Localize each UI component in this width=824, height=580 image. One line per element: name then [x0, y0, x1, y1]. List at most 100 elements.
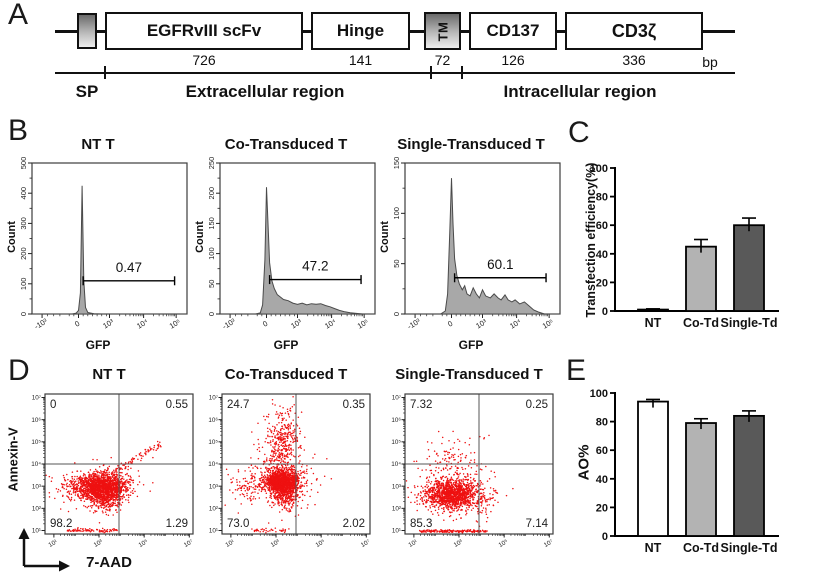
histogram-nt-xlabel: GFP [85, 338, 111, 352]
svg-text:98.2: 98.2 [50, 518, 72, 530]
svg-text:150: 150 [392, 157, 401, 170]
svg-text:10⁶: 10⁶ [31, 417, 41, 424]
svg-text:300: 300 [19, 217, 28, 230]
scatter-co-title: Co-Transduced T [224, 366, 348, 383]
svg-text:60.1: 60.1 [487, 257, 513, 272]
svg-text:10⁵: 10⁵ [356, 317, 370, 331]
svg-text:10¹: 10¹ [47, 538, 58, 549]
flow-scatter-nt: 10⁷ 10⁶ 10⁵ 10⁴ 10³ 10² 10¹ 10¹ 10³ 10⁵ 10⁷ 0 0.55 98… [19, 391, 199, 557]
hinge-box: Hinge [311, 12, 410, 50]
bp-unit-label: bp [702, 54, 718, 70]
panel-c-label: C [568, 116, 590, 149]
svg-text:0: 0 [50, 399, 56, 411]
svg-text:10³: 10³ [474, 317, 488, 330]
svg-text:50: 50 [207, 280, 216, 288]
flow-histogram-nt: 0 100 200 300 400 500 -10³ 0 10³ 10⁴ 10⁵ 0.47 [4, 157, 192, 342]
sp-box [77, 13, 97, 49]
scatter-single-title: Single-Transduced T [395, 366, 543, 383]
svg-text:50: 50 [392, 259, 401, 267]
tm-box: TM [424, 12, 461, 50]
svg-text:200: 200 [19, 247, 28, 260]
flow-scatter-single-transduced: 10⁷ 10⁶ 10⁵ 10⁴ 10³ 10² 10¹ 10¹ 10³ 10⁵ 10⁷ 7.32 0.2… [379, 391, 559, 557]
svg-text:250: 250 [207, 157, 216, 170]
flow-histogram-single-transduced: 0 50 100 150 -10³ 0 10³ 10⁴ 10⁵ 60.1 [377, 157, 565, 342]
svg-text:0.55: 0.55 [166, 399, 188, 411]
cd137-label: CD137 [486, 21, 540, 40]
scale-tick-tm-right [461, 66, 463, 79]
transfection-bar-chart: 0 20 40 60 80 100 NT Co-Td Single-Td [585, 160, 820, 335]
sp-region-label: SP [75, 82, 99, 101]
svg-text:10⁴: 10⁴ [508, 317, 523, 331]
svg-text:1.29: 1.29 [166, 518, 188, 530]
svg-text:10⁷: 10⁷ [32, 395, 42, 402]
scale-tick-tm-left [430, 66, 432, 79]
svg-text:47.2: 47.2 [302, 259, 328, 274]
svg-text:0.47: 0.47 [116, 260, 142, 275]
svg-text:10³: 10³ [32, 483, 41, 490]
svg-text:0: 0 [19, 312, 28, 316]
svg-text:60: 60 [596, 220, 608, 232]
svg-text:Co-Td: Co-Td [683, 316, 719, 330]
panel-e-label: E [566, 354, 587, 387]
histogram-single-title: Single-Transduced T [397, 136, 545, 153]
svg-text:0: 0 [261, 319, 269, 329]
svg-text:10¹: 10¹ [32, 528, 41, 535]
svg-text:10⁵: 10⁵ [168, 317, 182, 331]
ao-bar-chart: 0 20 40 60 80 100 NT Co-Td Single-Td [585, 385, 820, 560]
svg-text:100: 100 [19, 278, 28, 291]
region-scale-line [55, 72, 735, 74]
svg-text:100: 100 [590, 163, 608, 175]
bp-count-cd137: 126 [501, 52, 525, 68]
svg-text:10²: 10² [32, 506, 41, 513]
tm-label: TM [435, 21, 450, 41]
bp-count-tm: 72 [434, 52, 451, 68]
svg-text:0: 0 [446, 319, 454, 329]
histogram-single-xlabel: GFP [458, 338, 484, 352]
scatter-nt-title: NT T [92, 366, 126, 383]
svg-text:-10³: -10³ [221, 316, 237, 331]
svg-text:0: 0 [73, 319, 81, 329]
flow-histogram-co-transduced: 0 50 100 150 200 250 -10³ 0 10³ 10⁴ 10⁵ 47.2 [192, 157, 380, 342]
intracellular-region-label: Intracellular region [503, 82, 657, 101]
svg-text:0: 0 [207, 312, 216, 316]
panel-b-label: B [8, 114, 29, 147]
flow-scatter-co-transduced: 10⁷ 10⁶ 10⁵ 10⁴ 10³ 10² 10¹ 10¹ 10³ 10⁵ 10⁷ 24.7 0.3… [196, 391, 376, 557]
svg-text:10³: 10³ [289, 317, 303, 330]
svg-text:10⁵: 10⁵ [541, 317, 555, 331]
svg-text:100: 100 [392, 207, 401, 220]
svg-text:10⁵: 10⁵ [137, 538, 149, 549]
svg-text:150: 150 [207, 217, 216, 230]
svg-text:-10³: -10³ [406, 316, 422, 331]
svg-text:80: 80 [596, 192, 608, 204]
panel-a-label: A [8, 0, 29, 31]
svg-text:40: 40 [596, 249, 608, 261]
svg-text:500: 500 [19, 157, 28, 170]
scale-tick-sp [104, 66, 106, 79]
egfrviii-scfv-box: EGFRvIII scFv [105, 12, 303, 50]
axis-arrows-icon [18, 528, 70, 572]
svg-text:100: 100 [207, 247, 216, 260]
bp-count-hinge: 141 [348, 52, 373, 68]
svg-text:Single-Td: Single-Td [721, 316, 778, 330]
svg-text:10⁵: 10⁵ [31, 439, 41, 446]
svg-text:-10³: -10³ [33, 316, 49, 331]
panel-d-label: D [8, 354, 30, 387]
extracellular-region-label: Extracellular region [185, 82, 345, 101]
cd3zeta-box: CD3ζ [565, 12, 703, 50]
bp-count-cd3zeta: 336 [622, 52, 646, 68]
histogram-co-title: Co-Transduced T [224, 136, 348, 153]
cd3zeta-label: CD3ζ [611, 20, 657, 41]
svg-text:10³: 10³ [93, 538, 104, 549]
histogram-co-xlabel: GFP [273, 338, 299, 352]
svg-text:10⁷: 10⁷ [183, 538, 195, 549]
svg-text:10³: 10³ [101, 317, 115, 330]
svg-text:400: 400 [19, 187, 28, 200]
histogram-nt-title: NT T [81, 136, 115, 153]
svg-text:10⁴: 10⁴ [31, 461, 41, 468]
svg-text:20: 20 [596, 277, 608, 289]
svg-text:0: 0 [602, 306, 608, 318]
scatter-xlabel-7aad: 7-AAD [86, 554, 132, 571]
cd137-box: CD137 [469, 12, 557, 50]
svg-text:200: 200 [207, 187, 216, 200]
